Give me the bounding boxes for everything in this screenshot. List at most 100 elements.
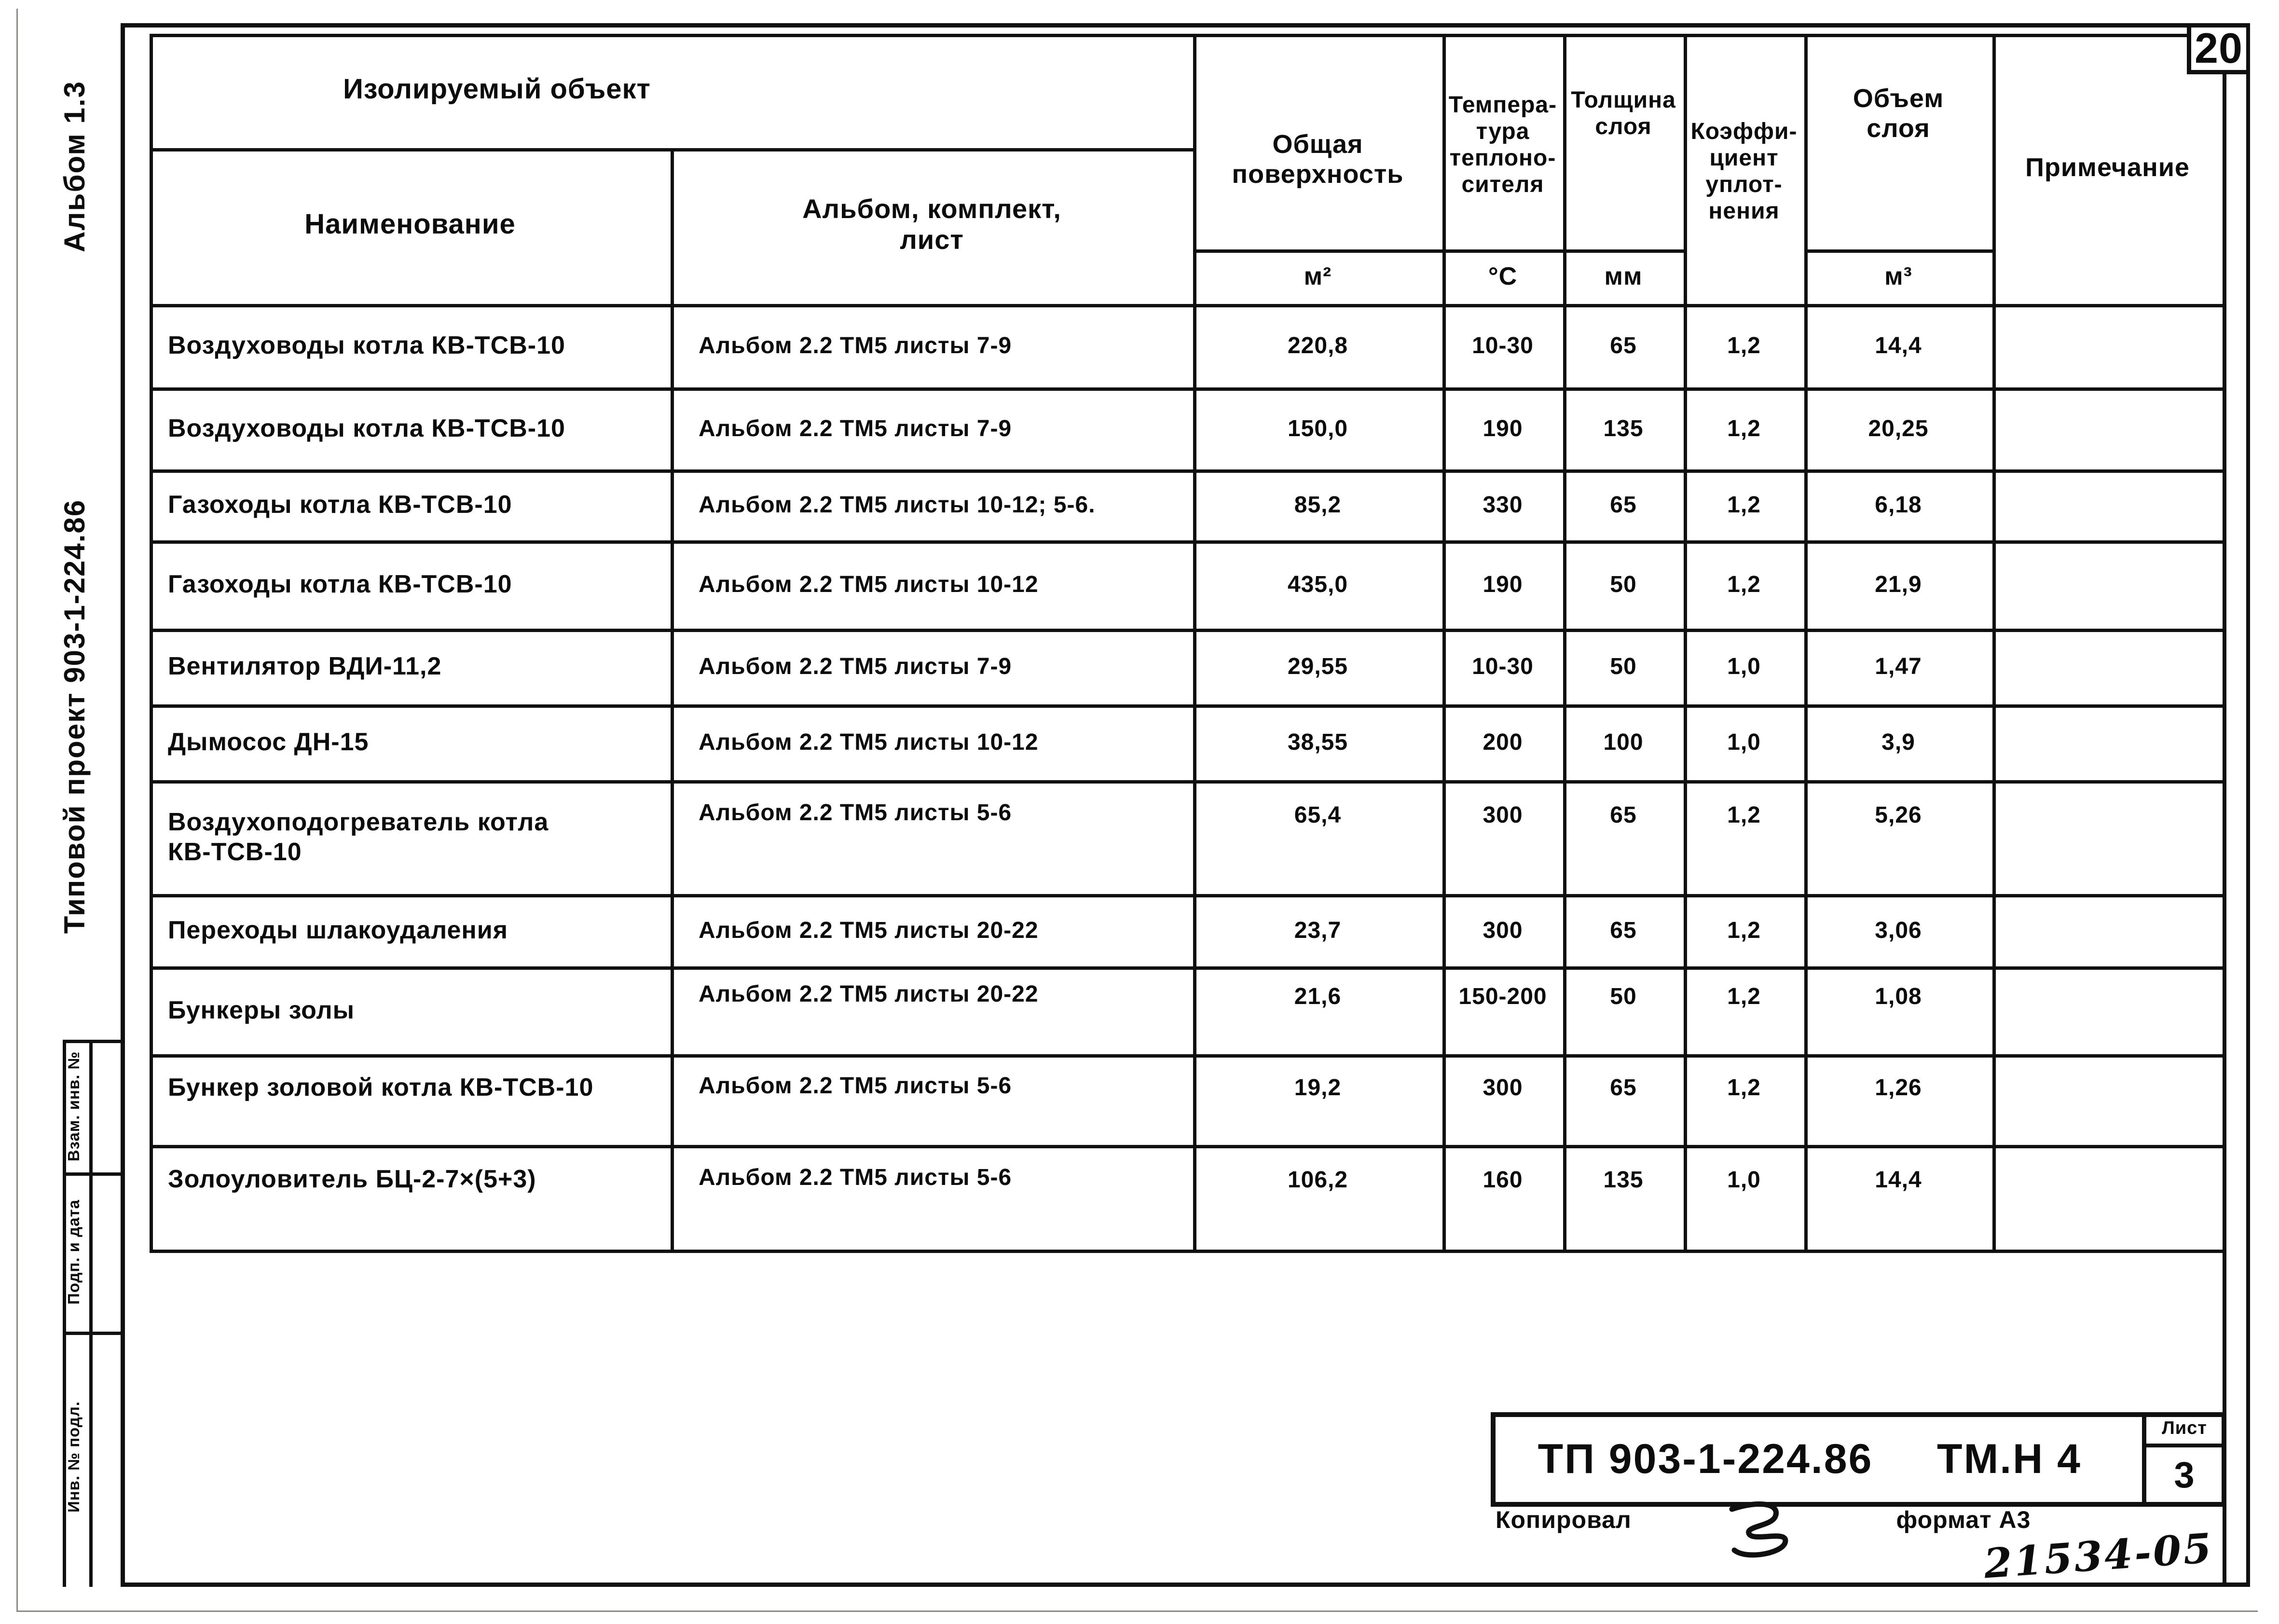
cell-name: Переходы шлакоудаления — [168, 916, 508, 944]
cell-name: Золоуловитель БЦ-2-7×(5+3) — [168, 1165, 536, 1193]
cell-album: Альбом 2.2 ТМ5 листы 5-6 — [699, 1165, 1012, 1190]
cell-volume: 3,06 — [1875, 917, 1922, 943]
grid-line — [1992, 34, 1996, 1253]
cell-volume: 14,4 — [1875, 1167, 1922, 1193]
header-thickness: Толщина слоя — [1571, 87, 1676, 139]
header-volume: Объем слоя — [1853, 83, 1944, 143]
cell-thickness: 50 — [1610, 984, 1637, 1009]
title-block-divider — [2142, 1412, 2146, 1507]
cell-surface: 29,55 — [1287, 654, 1348, 679]
cell-name: Бункер золовой котла КВ-ТСВ-10 — [168, 1073, 594, 1101]
cell-coefficient: 1,2 — [1727, 1075, 1761, 1101]
grid-line — [1684, 34, 1687, 1253]
cell-surface: 106,2 — [1287, 1167, 1348, 1193]
grid-line — [1804, 34, 1808, 1253]
header-temperature: Темпера- тура теплоно- сителя — [1448, 92, 1557, 198]
unit-temperature: °С — [1488, 262, 1518, 290]
cell-volume: 6,18 — [1875, 492, 1922, 518]
grid-line — [150, 780, 2226, 784]
unit-surface: м² — [1304, 262, 1332, 290]
stamp-line — [63, 1040, 125, 1043]
grid-line — [150, 34, 153, 1253]
cell-volume: 1,47 — [1875, 654, 1922, 679]
margin-project-label: Типовой проект 903-1-224.86 — [58, 499, 91, 934]
cell-album: Альбом 2.2 ТМ5 листы 5-6 — [699, 1073, 1012, 1099]
cell-thickness: 50 — [1610, 572, 1637, 597]
cell-coefficient: 1,2 — [1727, 917, 1761, 943]
table-row: Бункер золовой котла КВ-ТСВ-10 Альбом 2.… — [0, 1054, 2279, 1145]
table-row: Газоходы котла КВ-ТСВ-10 Альбом 2.2 ТМ5 … — [0, 469, 2279, 540]
cell-name: Газоходы котла КВ-ТСВ-10 — [168, 570, 512, 599]
cell-temperature: 10-30 — [1472, 333, 1534, 358]
header-coefficient: Коэффи- циент уплот- нения — [1690, 118, 1798, 224]
table-row: Дымосос ДН-15 Альбом 2.2 ТМ5 листы 10-12… — [0, 704, 2279, 780]
table-row: Переходы шлакоудаления Альбом 2.2 ТМ5 ли… — [0, 894, 2279, 966]
title-block-divider — [2142, 1444, 2226, 1447]
title-doc-code: ТМ.Н 4 — [1937, 1435, 2082, 1482]
cell-temperature: 330 — [1483, 492, 1523, 518]
table-row: Золоуловитель БЦ-2-7×(5+3) Альбом 2.2 ТМ… — [0, 1145, 2279, 1250]
cell-surface: 220,8 — [1287, 333, 1348, 358]
sheet-edge-bottom — [16, 1610, 2258, 1612]
stamp-line — [63, 1040, 66, 1587]
cell-volume: 1,08 — [1875, 984, 1922, 1009]
stamp-podp-data: Подп. и дата — [65, 1199, 82, 1305]
cell-thickness: 100 — [1603, 729, 1644, 755]
cell-volume: 5,26 — [1875, 802, 1922, 828]
cell-album: Альбом 2.2 ТМ5 листы 20-22 — [699, 981, 1039, 1007]
cell-thickness: 65 — [1610, 333, 1637, 358]
header-album: Альбом, комплект, лист — [802, 193, 1061, 255]
header-insulated-object: Изолируемый объект — [343, 73, 651, 105]
title-block — [1491, 1412, 2226, 1507]
cell-temperature: 150-200 — [1458, 984, 1547, 1009]
page-number: 20 — [2195, 24, 2243, 72]
margin-album-label: Альбом 1.3 — [58, 81, 91, 252]
cell-temperature: 200 — [1483, 729, 1523, 755]
grid-line — [150, 469, 2226, 473]
cell-album: Альбом 2.2 ТМ5 листы 7-9 — [699, 333, 1012, 358]
grid-line — [150, 540, 2226, 544]
stamp-line — [63, 1332, 125, 1335]
title-sheet-label: Лист — [2162, 1418, 2207, 1439]
cell-volume: 14,4 — [1875, 333, 1922, 358]
cell-album: Альбом 2.2 ТМ5 листы 5-6 — [699, 800, 1012, 826]
table-row: Воздуховоды котла КВ-ТСВ-10 Альбом 2.2 Т… — [0, 304, 2279, 387]
cell-album: Альбом 2.2 ТМ5 листы 7-9 — [699, 415, 1012, 441]
cell-coefficient: 1,2 — [1727, 984, 1761, 1009]
grid-line — [1442, 34, 1446, 1253]
cell-album: Альбом 2.2 ТМ5 листы 20-22 — [699, 917, 1039, 943]
cell-album: Альбом 2.2 ТМ5 листы 7-9 — [699, 654, 1012, 679]
cell-coefficient: 1,2 — [1727, 333, 1761, 358]
table-row: Вентилятор ВДИ-11,2 Альбом 2.2 ТМ5 листы… — [0, 629, 2279, 704]
frame-left — [121, 23, 125, 1587]
cell-volume: 21,9 — [1875, 572, 1922, 597]
footer-format-label: формат А3 — [1896, 1506, 2031, 1534]
cell-volume: 3,9 — [1881, 729, 1915, 755]
grid-line — [150, 1145, 2226, 1148]
stamp-line — [89, 1040, 93, 1587]
table-bottom-line — [150, 1250, 2226, 1253]
stamp-vzam-inv: Взам. инв. № — [65, 1051, 82, 1162]
cell-temperature: 10-30 — [1472, 654, 1534, 679]
page-number-box-left — [2187, 23, 2191, 74]
table-row: Бункеры золы Альбом 2.2 ТМ5 листы 20-22 … — [0, 966, 2279, 1054]
cell-thickness: 65 — [1610, 802, 1637, 828]
cell-album: Альбом 2.2 ТМ5 листы 10-12 — [699, 729, 1039, 755]
cell-thickness: 65 — [1610, 1075, 1637, 1101]
cell-name: Воздухоподогреватель котла КВ-ТСВ-10 — [168, 808, 549, 866]
cell-coefficient: 1,2 — [1727, 572, 1761, 597]
title-sheet-number: 3 — [2174, 1454, 2195, 1496]
title-project-code: ТП 903-1-224.86 — [1538, 1435, 1873, 1482]
grid-line — [1193, 34, 1196, 1253]
cell-coefficient: 1,0 — [1727, 654, 1761, 679]
grid-line — [1193, 249, 1687, 253]
cell-name: Воздуховоды котла КВ-ТСВ-10 — [168, 331, 565, 360]
cell-surface: 21,6 — [1294, 984, 1342, 1009]
cell-surface: 435,0 — [1287, 572, 1348, 597]
frame-right-inner — [2223, 23, 2226, 1587]
cell-volume: 1,26 — [1875, 1075, 1922, 1101]
frame-right-outer — [2246, 23, 2250, 1587]
cell-album: Альбом 2.2 ТМ5 листы 10-12 — [699, 572, 1039, 597]
cell-temperature: 300 — [1483, 1075, 1523, 1101]
